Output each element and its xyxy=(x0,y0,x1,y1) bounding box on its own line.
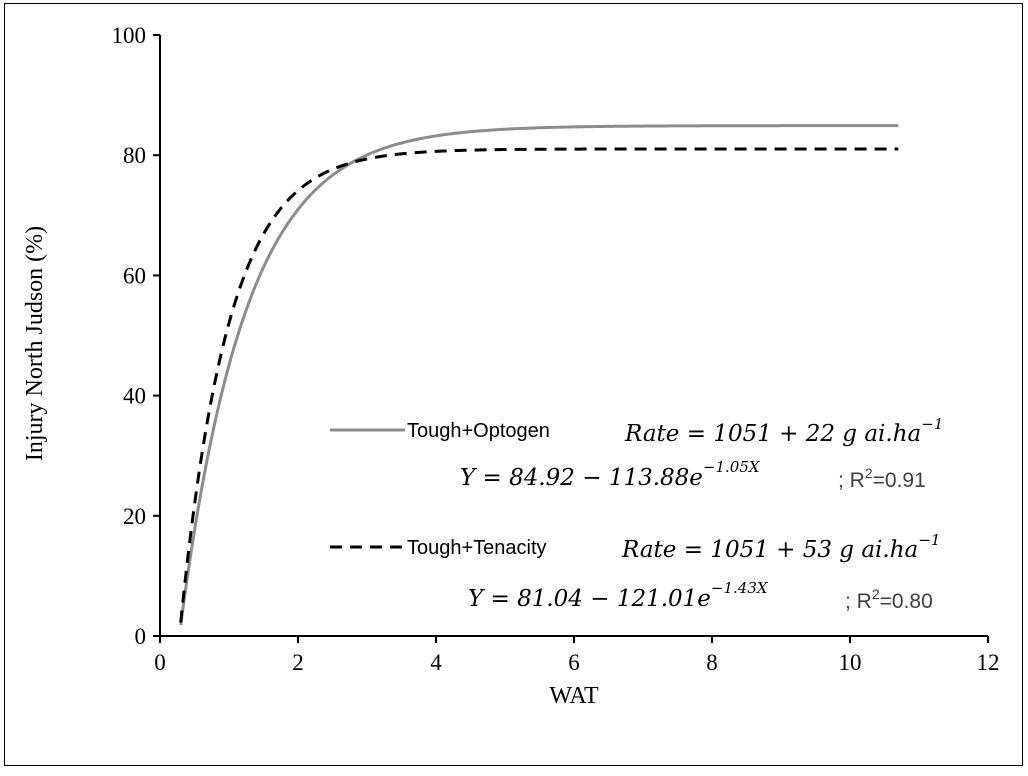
y-tick-label: 40 xyxy=(123,384,146,409)
series-layer xyxy=(179,124,899,626)
y-tick-label: 0 xyxy=(135,624,147,649)
rate-equation-tough-tenacity: Rate = 1051 + 53 g ai.ha−1 xyxy=(621,531,940,563)
r-squared-tough-optogen: ; R2=0.91 xyxy=(838,465,926,492)
legend: Tough+Optogen Rate = 1051 + 22 g ai.ha−1… xyxy=(330,415,943,613)
x-tick-label: 6 xyxy=(568,650,580,675)
x-tick-label: 12 xyxy=(977,650,1000,675)
y-tick-label: 100 xyxy=(112,23,147,48)
x-tick-label: 8 xyxy=(706,650,718,675)
y-axis-title: Injury North Judson (%) xyxy=(22,226,48,461)
x-axis-title: WAT xyxy=(549,683,599,709)
series-line-tough-tenacity xyxy=(179,147,899,623)
model-equation-tough-tenacity: Y = 81.04 − 121.01e−1.43X xyxy=(468,579,769,612)
x-tick-label: 2 xyxy=(292,650,304,675)
rate-equation-tough-optogen: Rate = 1051 + 22 g ai.ha−1 xyxy=(624,415,943,447)
x-tick-label: 4 xyxy=(430,650,442,675)
x-tick-label: 10 xyxy=(839,650,862,675)
y-tick-label: 20 xyxy=(123,504,146,529)
y-tick-label: 80 xyxy=(123,143,146,168)
model-equation-tough-optogen: Y = 84.92 − 113.88e−1.05X xyxy=(460,458,761,491)
r-squared-tough-tenacity: ; R2=0.80 xyxy=(845,586,933,613)
x-ticks: 0 2 4 6 8 10 12 xyxy=(154,636,1000,675)
legend-label-tough-optogen: Tough+Optogen xyxy=(407,420,550,442)
y-ticks: 0 20 40 60 80 100 xyxy=(112,23,160,649)
legend-label-tough-tenacity: Tough+Tenacity xyxy=(407,537,547,559)
series-line-tough-optogen xyxy=(179,124,899,626)
x-tick-label: 0 xyxy=(154,650,166,675)
chart-border xyxy=(4,3,1023,766)
y-tick-label: 60 xyxy=(123,263,146,288)
